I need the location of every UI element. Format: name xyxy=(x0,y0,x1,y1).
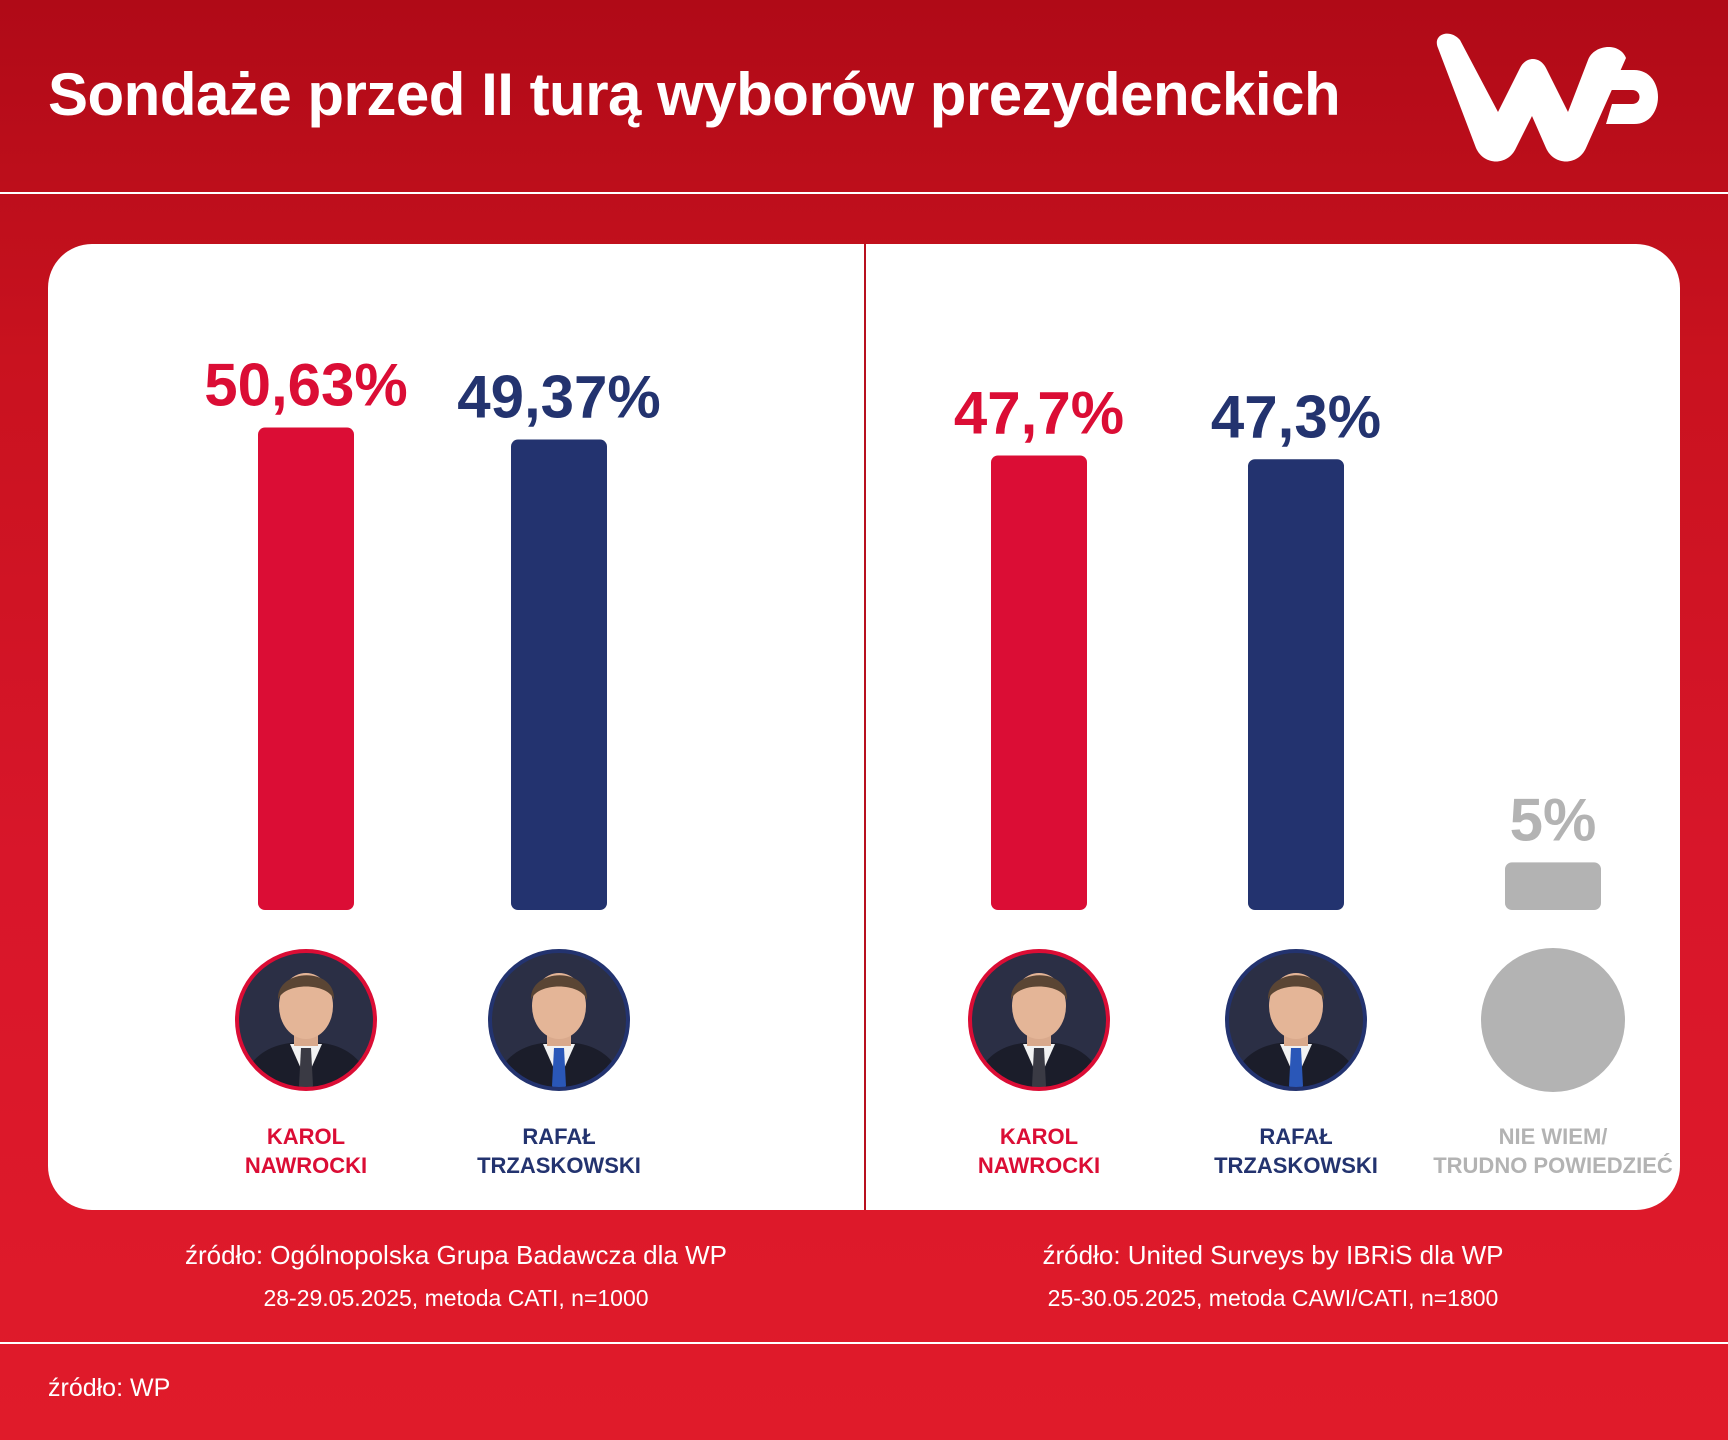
source-left-title: źródło: Ogólnopolska Grupa Badawcza dla … xyxy=(185,1240,727,1270)
panel-divider xyxy=(864,244,866,1210)
source-right-title: źródło: United Surveys by IBRiS dla WP xyxy=(1042,1240,1504,1270)
candidate-name: NAWROCKI xyxy=(245,1153,367,1178)
candidate-name: RAFAŁ xyxy=(1259,1124,1332,1149)
bar xyxy=(1505,862,1601,910)
footer-divider xyxy=(0,1342,1728,1344)
bar xyxy=(991,455,1087,910)
placeholder-avatar xyxy=(1481,948,1625,1092)
value-label: 47,7% xyxy=(954,379,1124,446)
candidate-avatar xyxy=(968,949,1110,1091)
source-right: źródło: United Surveys by IBRiS dla WP 2… xyxy=(866,1240,1680,1312)
header-divider xyxy=(0,192,1728,194)
value-label: 50,63% xyxy=(204,352,408,419)
candidate-avatar xyxy=(488,949,630,1091)
wp-logo xyxy=(1436,33,1658,162)
value-label: 47,3% xyxy=(1211,383,1381,450)
bar xyxy=(1248,459,1344,910)
bar xyxy=(258,427,354,910)
candidate-avatar xyxy=(235,949,377,1091)
candidate-name: RAFAŁ xyxy=(522,1124,595,1149)
candidate-name: TRZASKOWSKI xyxy=(1214,1153,1378,1178)
candidate-name: NIE WIEM/ xyxy=(1499,1124,1608,1149)
value-label: 49,37% xyxy=(457,364,661,431)
value-label: 5% xyxy=(1510,786,1597,853)
candidate-name: TRZASKOWSKI xyxy=(477,1153,641,1178)
candidate-name: TRUDNO POWIEDZIEĆ xyxy=(1433,1153,1673,1178)
source-right-method: 25-30.05.2025, metoda CAWI/CATI, n=1800 xyxy=(1047,1285,1499,1311)
footer-source: źródło: WP xyxy=(48,1374,171,1402)
candidate-name: NAWROCKI xyxy=(978,1153,1100,1178)
page-title: Sondaże przed II turą wyborów prezydenck… xyxy=(48,61,1341,128)
candidate-avatar xyxy=(1225,949,1367,1091)
header: Sondaże przed II turą wyborów prezydenck… xyxy=(0,0,1728,192)
bar xyxy=(511,439,607,910)
source-left: źródło: Ogólnopolska Grupa Badawcza dla … xyxy=(48,1240,864,1312)
candidate-name: KAROL xyxy=(267,1124,345,1149)
source-left-method: 28-29.05.2025, metoda CATI, n=1000 xyxy=(263,1285,649,1311)
candidate-name: KAROL xyxy=(1000,1124,1078,1149)
